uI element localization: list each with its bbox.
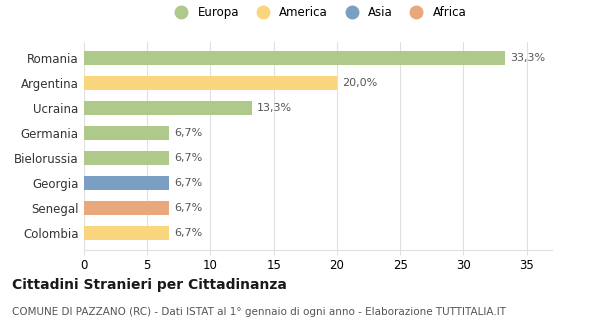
Text: 6,7%: 6,7% [174, 128, 202, 138]
Text: 6,7%: 6,7% [174, 153, 202, 163]
Bar [84, 51, 505, 65]
Text: 6,7%: 6,7% [174, 178, 202, 188]
Bar [84, 126, 169, 140]
Bar [84, 101, 252, 115]
Legend: Europa, America, Asia, Africa: Europa, America, Asia, Africa [164, 2, 472, 24]
Text: 6,7%: 6,7% [174, 228, 202, 238]
Bar [84, 151, 169, 165]
Bar [84, 176, 169, 190]
Bar [84, 76, 337, 90]
Text: 33,3%: 33,3% [510, 53, 545, 63]
Text: 6,7%: 6,7% [174, 203, 202, 213]
Bar [84, 226, 169, 240]
Text: 20,0%: 20,0% [342, 78, 377, 88]
Text: COMUNE DI PAZZANO (RC) - Dati ISTAT al 1° gennaio di ogni anno - Elaborazione TU: COMUNE DI PAZZANO (RC) - Dati ISTAT al 1… [12, 307, 506, 317]
Text: Cittadini Stranieri per Cittadinanza: Cittadini Stranieri per Cittadinanza [12, 278, 287, 292]
Bar [84, 201, 169, 215]
Text: 13,3%: 13,3% [257, 103, 292, 113]
